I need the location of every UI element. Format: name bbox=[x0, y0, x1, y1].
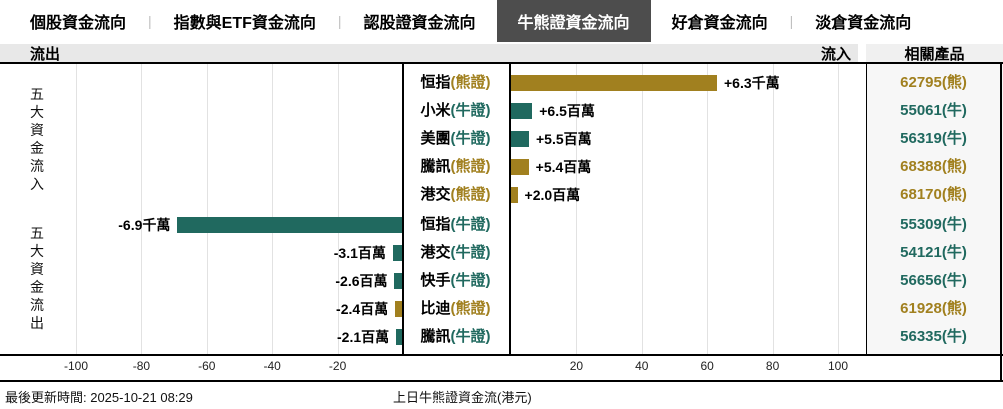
gridline bbox=[772, 64, 774, 354]
flow-bar bbox=[394, 273, 403, 289]
related-product-link[interactable]: 55309(牛) bbox=[900, 216, 967, 233]
chart-header-band: 流出 流入 bbox=[0, 44, 858, 63]
related-product-link[interactable]: 55061(牛) bbox=[900, 102, 967, 119]
related-products-left-border bbox=[866, 64, 867, 354]
related-product-link[interactable]: 62795(熊) bbox=[900, 74, 967, 91]
group-label-outflow: 五 大 資 金 流 出 bbox=[30, 225, 44, 331]
x-tick-label: 80 bbox=[765, 359, 780, 373]
name-column-left-border bbox=[402, 64, 404, 354]
flow-bar bbox=[177, 217, 403, 233]
gridline bbox=[337, 64, 339, 354]
gridline bbox=[838, 64, 839, 354]
gridline bbox=[576, 64, 578, 354]
x-axis-title: 上日牛熊證資金流(港元) bbox=[393, 390, 532, 405]
x-tick-label: -80 bbox=[132, 359, 151, 373]
row-name-label: 騰訊(熊證) bbox=[420, 158, 491, 175]
tab-separator: | bbox=[148, 13, 152, 29]
related-products-right-border bbox=[1000, 62, 1002, 382]
related-products-column-bg bbox=[867, 64, 1003, 354]
related-product-link[interactable]: 68170(熊) bbox=[900, 186, 967, 203]
chart-bottom-border bbox=[0, 354, 1003, 356]
tab-warrant-fund-flow[interactable]: 認股證資金流向 bbox=[363, 15, 476, 32]
bar-value-label: +5.4百萬 bbox=[535, 159, 592, 175]
gridline bbox=[707, 64, 709, 354]
bar-value-label: -3.1百萬 bbox=[333, 245, 386, 261]
related-product-link[interactable]: 54121(牛) bbox=[900, 244, 967, 261]
x-tick-label: 60 bbox=[700, 359, 714, 373]
bar-value-label: -2.6百萬 bbox=[335, 273, 388, 289]
bar-value-label: -2.1百萬 bbox=[337, 329, 390, 345]
group-label-inflow: 五 大 資 金 流 入 bbox=[30, 86, 44, 192]
bar-value-label: +5.5百萬 bbox=[535, 131, 592, 147]
flow-bar bbox=[511, 187, 518, 203]
row-name-label: 快手(牛證) bbox=[420, 272, 491, 289]
name-column-right-border bbox=[509, 64, 511, 354]
gridline bbox=[272, 64, 274, 354]
gridline bbox=[206, 64, 208, 354]
bar-value-label: +6.5百萬 bbox=[539, 103, 595, 119]
footer-divider bbox=[0, 380, 1003, 382]
bar-value-label: +2.0百萬 bbox=[524, 187, 581, 203]
flow-bar bbox=[511, 75, 717, 91]
flow-bar bbox=[511, 159, 529, 175]
row-name-label: 恒指(熊證) bbox=[420, 74, 491, 91]
inflow-header-label: 流入 bbox=[820, 46, 851, 63]
row-name-label: 恒指(牛證) bbox=[420, 216, 491, 233]
x-tick-label: 100 bbox=[827, 359, 849, 373]
outflow-header-label: 流出 bbox=[30, 46, 61, 63]
row-name-label: 比迪(熊證) bbox=[420, 300, 491, 317]
tab-separator: | bbox=[789, 13, 794, 29]
tab-cbbc-fund-flow[interactable]: 牛熊證資金流向 bbox=[496, 0, 651, 42]
x-tick-label: 40 bbox=[635, 359, 649, 373]
row-name-label: 騰訊(牛證) bbox=[420, 328, 491, 345]
related-product-link[interactable]: 56319(牛) bbox=[900, 130, 967, 147]
tabbar: 個股資金流向 | 指數與ETF資金流向 | 認股證資金流向 牛熊證資金流向 好倉… bbox=[0, 0, 1003, 42]
flow-bar bbox=[395, 301, 403, 317]
bar-value-label: -2.4百萬 bbox=[336, 301, 389, 317]
row-name-label: 港交(熊證) bbox=[420, 186, 491, 203]
flow-bar bbox=[396, 329, 403, 345]
related-products-header: 相關產品 bbox=[866, 44, 1003, 63]
flow-bar bbox=[511, 103, 533, 119]
related-product-link[interactable]: 68388(熊) bbox=[900, 158, 967, 175]
x-tick-label: 20 bbox=[569, 359, 584, 373]
related-product-link[interactable]: 56656(牛) bbox=[900, 272, 967, 289]
row-name-label: 美團(牛證) bbox=[420, 130, 491, 147]
row-name-label: 小米(牛證) bbox=[420, 102, 491, 119]
row-name-label: 港交(牛證) bbox=[420, 244, 491, 261]
gridline bbox=[641, 64, 643, 354]
tab-long-fund-flow[interactable]: 好倉資金流向 bbox=[671, 15, 768, 32]
tab-short-fund-flow[interactable]: 淡倉資金流向 bbox=[815, 15, 912, 32]
related-product-link[interactable]: 61928(熊) bbox=[900, 300, 967, 317]
flow-bar bbox=[392, 245, 403, 261]
x-tick-label: -100 bbox=[63, 359, 89, 373]
gridline bbox=[141, 64, 143, 354]
x-tick-label: -60 bbox=[198, 359, 216, 373]
bar-value-label: +6.3千萬 bbox=[724, 75, 780, 91]
tab-stock-fund-flow[interactable]: 個股資金流向 bbox=[30, 15, 127, 32]
tab-index-etf-fund-flow[interactable]: 指數與ETF資金流向 bbox=[173, 15, 316, 32]
related-product-link[interactable]: 56335(牛) bbox=[900, 328, 967, 345]
flow-bar bbox=[511, 131, 529, 147]
header-divider bbox=[0, 62, 1003, 64]
x-tick-label: -40 bbox=[263, 359, 281, 373]
gridline bbox=[76, 64, 77, 354]
last-update-time: 最後更新時間: 2025-10-21 08:29 bbox=[5, 390, 193, 405]
x-tick-label: -20 bbox=[328, 359, 347, 373]
bar-value-label: -6.9千萬 bbox=[118, 217, 171, 233]
tab-separator: | bbox=[337, 13, 342, 29]
